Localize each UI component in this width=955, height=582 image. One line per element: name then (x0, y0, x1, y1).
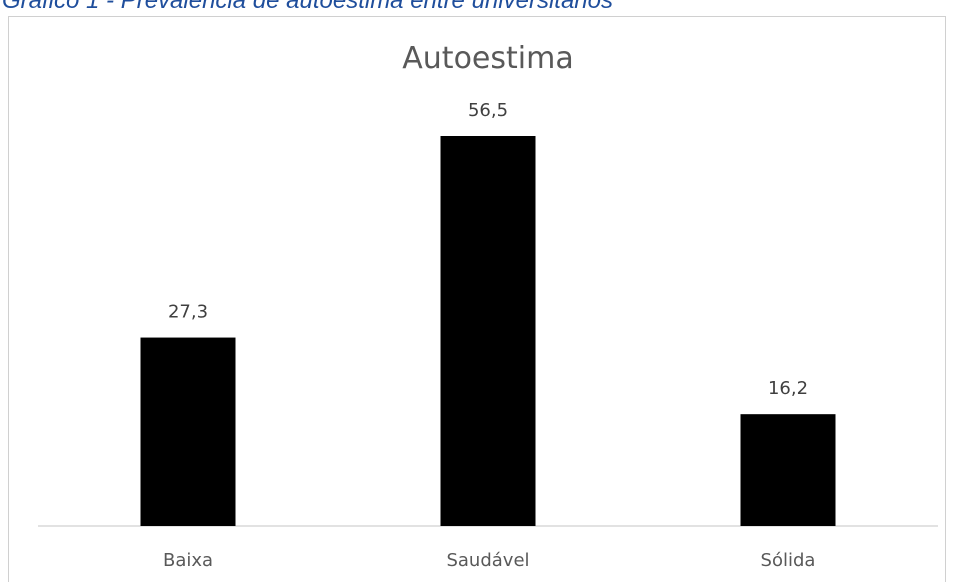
bar-sólida (740, 414, 836, 526)
data-label-sólida: 16,2 (768, 378, 808, 399)
category-label-baixa: Baixa (163, 550, 213, 571)
chart-frame (8, 16, 946, 582)
chart-title: Autoestima (402, 41, 573, 76)
figure-caption: Gráfico 1 - Prevalência de autoestima en… (2, 0, 613, 14)
data-label-saudável: 56,5 (468, 100, 508, 121)
category-label-sólida: Sólida (761, 550, 816, 571)
bar-baixa (140, 337, 236, 526)
category-label-group: Baixa Saudável Sólida (163, 550, 815, 571)
data-label-baixa: 27,3 (168, 302, 208, 323)
bar-saudável (440, 136, 536, 526)
category-label-saudável: Saudável (446, 550, 529, 571)
bar-group (140, 136, 836, 526)
data-label-group: 27,3 56,5 16,2 (168, 100, 808, 399)
